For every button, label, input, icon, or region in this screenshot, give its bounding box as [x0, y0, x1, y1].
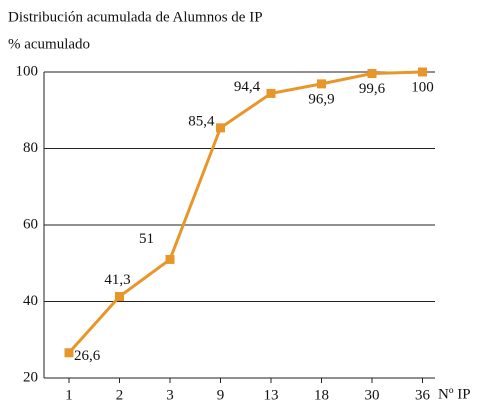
x-axis-label: Nº IP	[438, 386, 471, 402]
marker	[266, 88, 276, 98]
y-axis-label: % acumulado	[8, 36, 90, 52]
series-line	[67, 70, 423, 354]
x-tick-label: 9	[217, 387, 225, 403]
y-tick-label: 40	[23, 293, 38, 309]
data-label: 99,6	[359, 81, 386, 97]
data-label: 96,9	[308, 91, 334, 107]
x-tick-label: 13	[264, 387, 279, 403]
x-tick-label: 18	[314, 387, 329, 403]
data-label: 94,4	[234, 79, 261, 95]
data-label: 41,3	[104, 272, 130, 288]
data-label: 100	[411, 79, 434, 95]
x-tick-label: 3	[166, 387, 174, 403]
x-tick-label: 2	[116, 387, 124, 403]
y-tick-label: 100	[16, 63, 39, 79]
data-label: 51	[139, 231, 154, 247]
x-tick-label: 36	[415, 387, 431, 403]
y-tick-label: 20	[23, 369, 38, 385]
data-label: 85,4	[188, 113, 215, 129]
marker	[216, 123, 225, 133]
y-tick-label: 80	[23, 140, 38, 156]
data-label: 26,6	[74, 348, 101, 364]
marker	[115, 292, 124, 302]
x-tick-label: 1	[65, 387, 73, 403]
marker	[317, 79, 326, 89]
marker	[64, 348, 74, 358]
marker	[367, 69, 377, 79]
x-tick-label: 30	[365, 387, 380, 403]
marker	[165, 254, 175, 264]
marker	[418, 67, 427, 77]
chart-title: Distribución acumulada de Alumnos de IP	[8, 9, 263, 25]
y-tick-label: 60	[23, 216, 38, 232]
